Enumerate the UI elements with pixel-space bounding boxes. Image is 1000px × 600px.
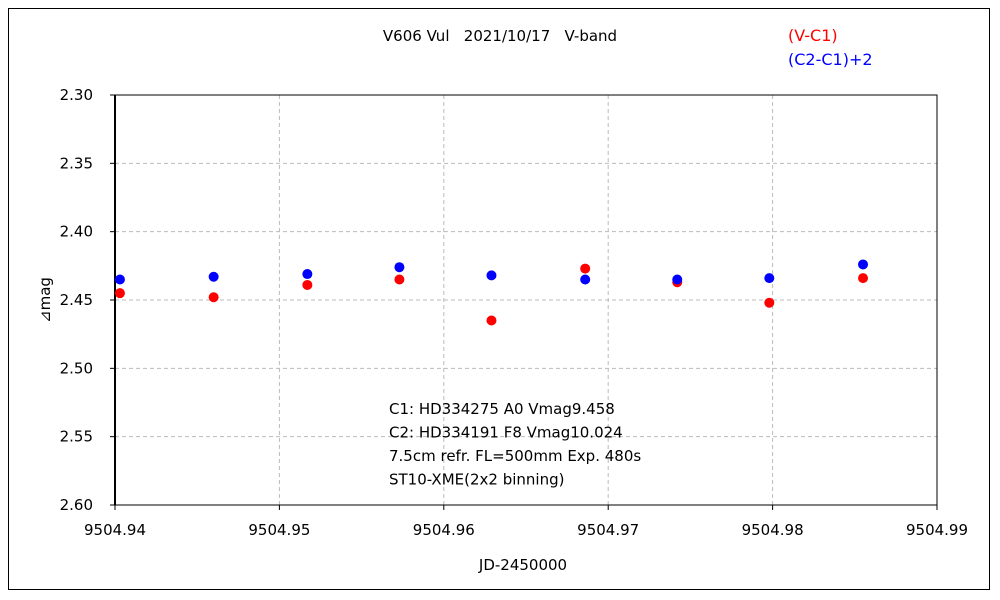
- data-point-v-c1: [486, 315, 497, 326]
- data-point-c2-c1: [672, 274, 683, 285]
- y-tick-label: 2.60: [60, 496, 93, 514]
- chart-frame: [8, 8, 990, 590]
- y-tick-label: 2.35: [60, 154, 93, 172]
- data-point-c2-c1: [114, 274, 125, 285]
- data-point-v-c1: [302, 279, 313, 290]
- x-tick-label: 9504.94: [84, 521, 146, 539]
- data-point-c2-c1: [208, 271, 219, 282]
- chart-title: V606 Vul 2021/10/17 V-band: [383, 27, 617, 45]
- y-tick-label: 2.55: [60, 428, 93, 446]
- y-tick-label: 2.45: [60, 291, 93, 309]
- data-point-v-c1: [858, 273, 869, 284]
- annotation-line: C1: HD334275 A0 Vmag9.458: [389, 400, 615, 418]
- data-point-c2-c1: [580, 274, 591, 285]
- data-point-c2-c1: [858, 259, 869, 270]
- x-tick-label: 9504.95: [248, 521, 310, 539]
- x-axis-label: JD-2450000: [478, 556, 567, 574]
- x-tick-label: 9504.98: [742, 521, 804, 539]
- data-point-v-c1: [580, 263, 591, 274]
- x-tick-label: 9504.99: [906, 521, 968, 539]
- plot-border: [114, 94, 938, 506]
- data-point-v-c1: [208, 292, 219, 303]
- data-point-c2-c1: [486, 270, 497, 281]
- y-tick-label: 2.40: [60, 223, 93, 241]
- y-axis-label: ⊿mag: [36, 277, 54, 323]
- annotation-line: C2: HD334191 F8 Vmag10.024: [389, 424, 623, 442]
- annotation-line: ST10-XME(2x2 binning): [389, 471, 564, 489]
- data-point-c2-c1: [302, 269, 313, 280]
- y-tick-label: 2.50: [60, 359, 93, 377]
- data-point-c2-c1: [394, 262, 405, 273]
- y-tick-label: 2.30: [60, 86, 93, 104]
- legend-entry-v-c1: (V-C1): [788, 26, 838, 45]
- legend-entry-c2-c1: (C2-C1)+2: [788, 50, 873, 69]
- data-point-v-c1: [114, 288, 125, 299]
- x-tick-label: 9504.97: [577, 521, 639, 539]
- data-point-v-c1: [394, 274, 405, 285]
- annotation-line: 7.5cm refr. FL=500mm Exp. 480s: [389, 447, 641, 465]
- data-point-v-c1: [764, 297, 775, 308]
- data-point-c2-c1: [764, 273, 775, 284]
- x-tick-label: 9504.96: [413, 521, 475, 539]
